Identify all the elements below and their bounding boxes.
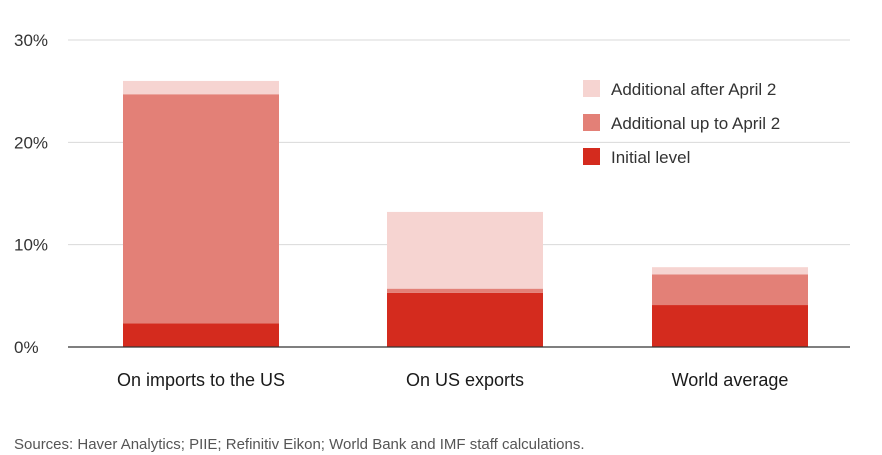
legend-label: Initial level (611, 148, 690, 167)
bar-segment-additional-after-april-2 (123, 80, 279, 95)
legend-label: Additional up to April 2 (611, 114, 780, 133)
category-label: World average (672, 370, 789, 390)
y-axis-ticks: 0% 10% 20% 30% (14, 31, 48, 357)
bars (123, 80, 808, 347)
y-tick-label: 10% (14, 236, 48, 255)
bar-segment-additional-after-april-2 (652, 267, 808, 275)
stacked-bar-chart: 0% 10% 20% 30% On imports to the US On US ex… (14, 31, 850, 390)
legend-swatch (583, 148, 600, 165)
bar-segment-additional-up-to-april-2 (387, 288, 543, 293)
legend-swatch (583, 80, 600, 97)
legend-label: Additional after April 2 (611, 80, 776, 99)
category-label: On US exports (406, 370, 524, 390)
source-note: Sources: Haver Analytics; PIIE; Refiniti… (14, 436, 585, 453)
bar-segment-additional-up-to-april-2 (652, 274, 808, 306)
legend: Additional after April 2 Additional up to… (583, 80, 780, 167)
category-labels: On imports to the US On US exports World a… (117, 370, 788, 390)
y-tick-label: 20% (14, 133, 48, 152)
category-label: On imports to the US (117, 370, 285, 390)
bar-segment-additional-up-to-april-2 (123, 94, 279, 324)
bar-segment-initial-level (652, 305, 808, 347)
bar-segment-initial-level (123, 323, 279, 347)
y-tick-label: 0% (14, 338, 39, 357)
legend-swatch (583, 114, 600, 131)
y-tick-label: 30% (14, 31, 48, 50)
bar-segment-initial-level (387, 292, 543, 347)
bar-segment-additional-after-april-2 (387, 211, 543, 289)
